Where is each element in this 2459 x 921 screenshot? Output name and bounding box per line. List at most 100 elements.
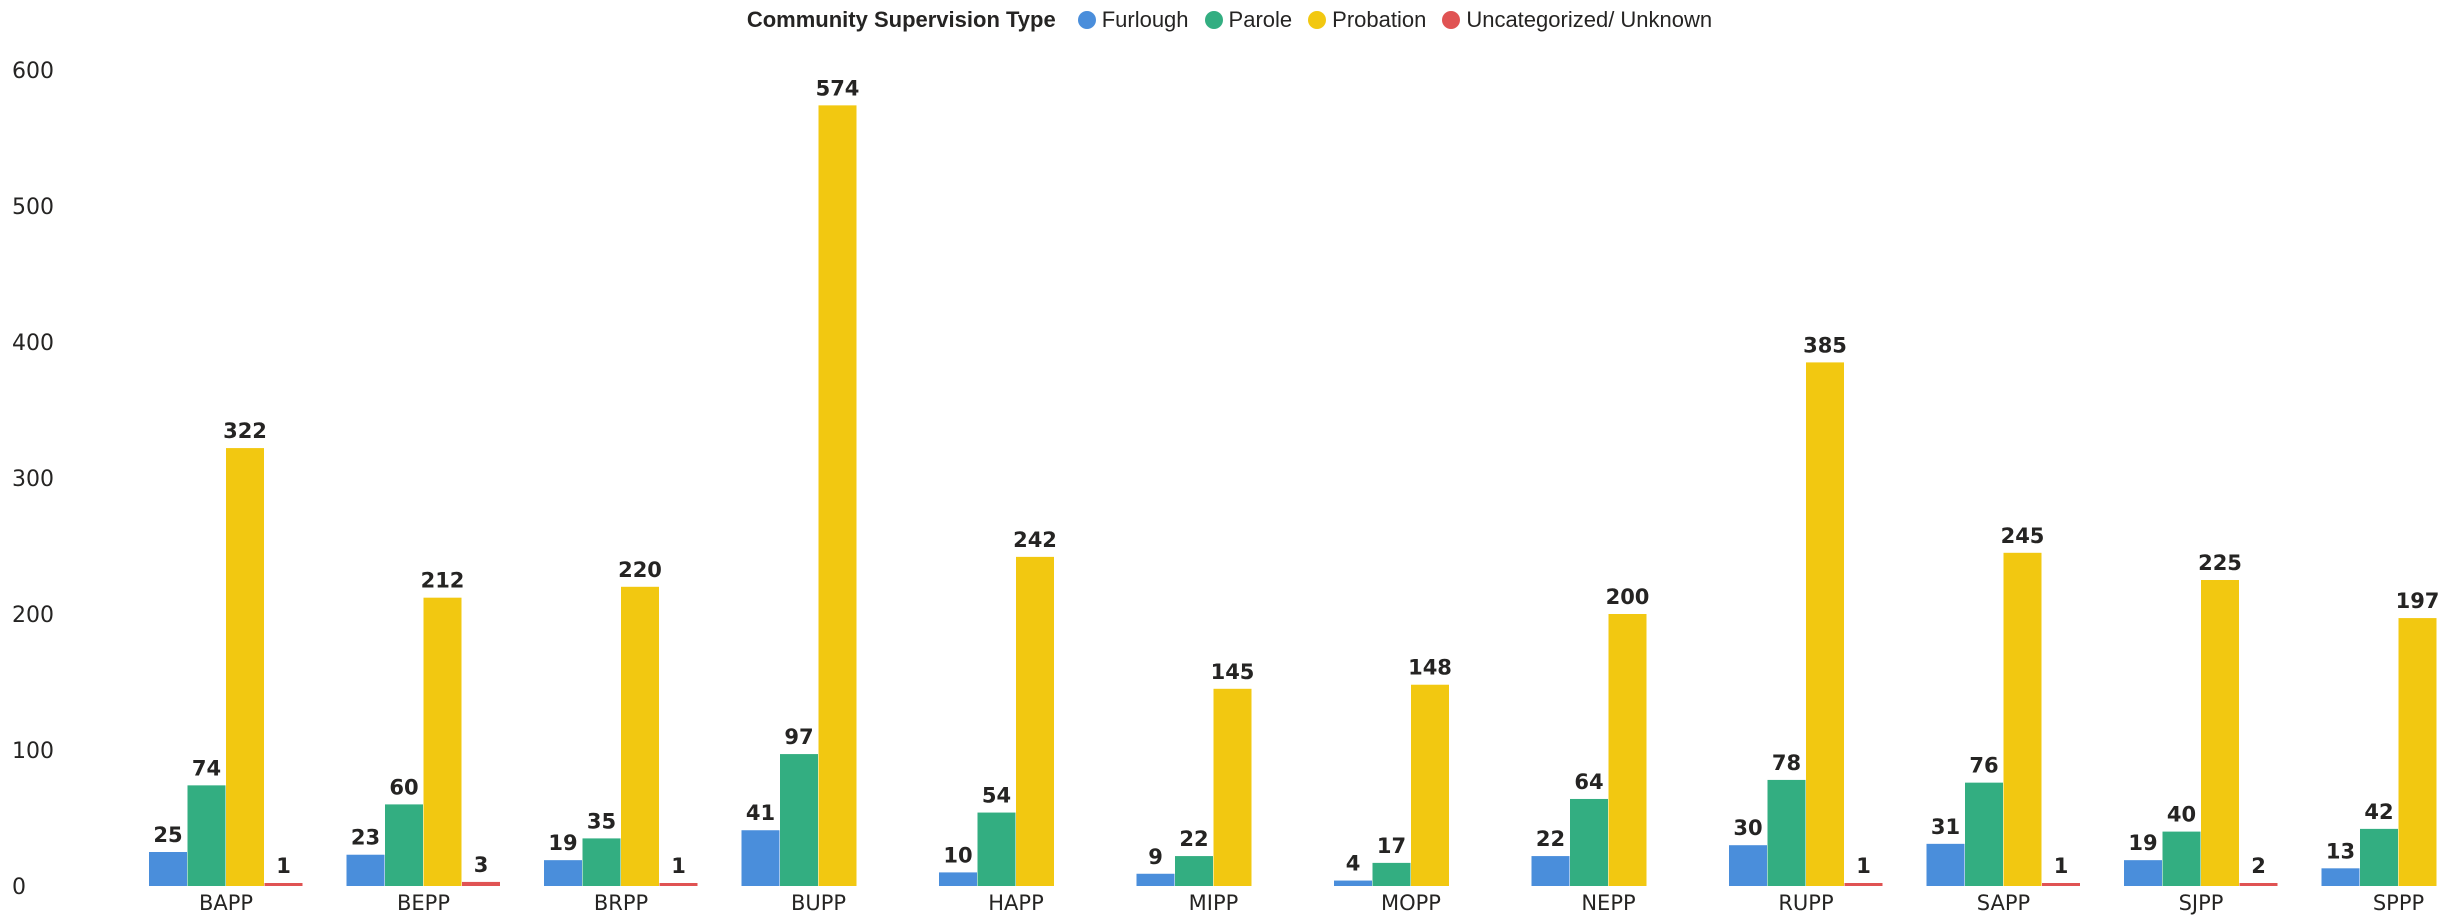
bar-HAPP-1 bbox=[977, 812, 1016, 886]
legend-swatch-2 bbox=[1308, 11, 1327, 29]
data-label-SPPP-0: 13 bbox=[2326, 839, 2355, 863]
bar-BEPP-1 bbox=[385, 804, 423, 886]
bar-HAPP-2 bbox=[1016, 556, 1054, 886]
bar-BEPP-0 bbox=[346, 854, 385, 886]
bar-BRPP-2 bbox=[621, 586, 659, 886]
data-label-SJPP-0: 19 bbox=[2128, 831, 2157, 855]
data-label-MIPP-0: 9 bbox=[1148, 845, 1163, 869]
data-label-MOPP-1: 17 bbox=[1377, 834, 1406, 858]
bar-SPPP-0 bbox=[2321, 868, 2360, 886]
bar-BEPP-3 bbox=[462, 881, 500, 886]
bar-SAPP-0 bbox=[1926, 843, 1965, 886]
bar-SJPP-0 bbox=[2124, 860, 2162, 886]
x-tick-label-0: BAPP bbox=[199, 891, 253, 915]
bar-BAPP-1 bbox=[187, 785, 226, 886]
bar-SAPP-1 bbox=[1965, 782, 2003, 886]
data-label-SAPP-2: 245 bbox=[2001, 524, 2045, 548]
data-label-RUPP-2: 385 bbox=[1803, 333, 1847, 357]
bar-MIPP-2 bbox=[1213, 688, 1252, 886]
legend-swatch-0 bbox=[1077, 11, 1096, 29]
bar-SJPP-3 bbox=[2239, 883, 2278, 886]
bar-RUPP-3 bbox=[1844, 883, 1883, 886]
data-label-BEPP-1: 60 bbox=[389, 775, 418, 799]
bar-MIPP-1 bbox=[1175, 856, 1213, 886]
bar-BUPP-0 bbox=[741, 830, 780, 886]
data-label-SAPP-3: 1 bbox=[2054, 854, 2069, 878]
data-label-MIPP-2: 145 bbox=[1211, 660, 1255, 684]
data-label-RUPP-1: 78 bbox=[1772, 751, 1801, 775]
data-label-HAPP-2: 242 bbox=[1013, 528, 1057, 552]
bar-MIPP-0 bbox=[1136, 873, 1175, 886]
legend-swatch-3 bbox=[1442, 11, 1461, 29]
bar-SAPP-3 bbox=[2042, 883, 2080, 886]
bar-BRPP-3 bbox=[659, 883, 698, 886]
data-label-HAPP-1: 54 bbox=[982, 784, 1011, 808]
legend-item-1[interactable]: Parole bbox=[1204, 7, 1292, 33]
bar-BAPP-0 bbox=[149, 852, 187, 886]
y-tick-label-6: 600 bbox=[12, 59, 54, 84]
data-label-BEPP-2: 212 bbox=[421, 569, 465, 593]
y-tick-label-5: 500 bbox=[12, 195, 54, 220]
bar-SJPP-1 bbox=[2162, 831, 2201, 886]
bar-MOPP-0 bbox=[1334, 880, 1372, 886]
legend-item-3[interactable]: Uncategorized/ Unknown bbox=[1442, 7, 1712, 33]
bar-RUPP-2 bbox=[1806, 362, 1844, 886]
bar-SAPP-2 bbox=[2003, 552, 2042, 886]
legend-label-0: Furlough bbox=[1101, 7, 1189, 32]
bar-SJPP-2 bbox=[2201, 580, 2239, 886]
legend-label-3: Uncategorized/ Unknown bbox=[1466, 7, 1713, 32]
data-label-RUPP-3: 1 bbox=[1856, 854, 1871, 878]
x-tick-label-9: SAPP bbox=[1977, 891, 2030, 915]
bar-NEPP-0 bbox=[1531, 856, 1570, 886]
data-label-SPPP-2: 197 bbox=[2396, 589, 2440, 613]
bar-RUPP-1 bbox=[1767, 779, 1806, 886]
data-label-SAPP-0: 31 bbox=[1931, 815, 1960, 839]
data-label-BRPP-1: 35 bbox=[587, 809, 616, 833]
x-tick-label-2: BRPP bbox=[594, 891, 648, 915]
data-label-SJPP-3: 2 bbox=[2251, 854, 2266, 878]
data-label-BUPP-1: 97 bbox=[784, 725, 813, 749]
y-tick-label-0: 0 bbox=[12, 875, 26, 900]
x-tick-label-4: HAPP bbox=[988, 891, 1043, 915]
y-tick-label-3: 300 bbox=[12, 467, 54, 492]
data-label-HAPP-0: 10 bbox=[943, 843, 972, 867]
bar-RUPP-0 bbox=[1729, 845, 1767, 886]
data-label-BAPP-0: 25 bbox=[153, 823, 182, 847]
data-label-BAPP-1: 74 bbox=[192, 756, 221, 780]
legend-item-2[interactable]: Probation bbox=[1308, 7, 1426, 33]
legend-swatch-1 bbox=[1204, 11, 1223, 29]
data-label-BUPP-2: 574 bbox=[816, 76, 860, 100]
data-label-SJPP-2: 225 bbox=[2198, 551, 2242, 575]
legend-title: Community Supervision Type bbox=[746, 7, 1056, 32]
bar-SPPP-1 bbox=[2360, 828, 2398, 886]
legend-item-0[interactable]: Furlough bbox=[1077, 7, 1189, 33]
data-label-MOPP-2: 148 bbox=[1408, 656, 1452, 680]
x-tick-label-5: MIPP bbox=[1189, 891, 1239, 915]
data-label-BRPP-0: 19 bbox=[548, 831, 577, 855]
bar-BRPP-0 bbox=[544, 860, 582, 886]
legend: Community Supervision Type Furlough Parol… bbox=[0, 4, 2459, 36]
bar-BRPP-1 bbox=[582, 838, 621, 886]
data-label-BAPP-2: 322 bbox=[223, 419, 267, 443]
y-tick-label-4: 400 bbox=[12, 331, 54, 356]
bar-BAPP-3 bbox=[264, 883, 303, 886]
y-tick-label-2: 200 bbox=[12, 603, 54, 628]
data-label-NEPP-2: 200 bbox=[1606, 585, 1650, 609]
x-tick-label-8: RUPP bbox=[1778, 891, 1833, 915]
data-label-NEPP-0: 22 bbox=[1536, 827, 1565, 851]
data-label-NEPP-1: 64 bbox=[1574, 770, 1603, 794]
bar-SPPP-2 bbox=[2398, 618, 2437, 886]
data-label-SAPP-1: 76 bbox=[1969, 754, 1998, 778]
x-tick-label-1: BEPP bbox=[397, 891, 450, 915]
x-tick-label-6: MOPP bbox=[1381, 891, 1441, 915]
data-label-BEPP-0: 23 bbox=[351, 826, 380, 850]
x-tick-label-11: SPPP bbox=[2373, 891, 2424, 915]
data-label-BUPP-0: 41 bbox=[746, 801, 775, 825]
data-label-MOPP-0: 4 bbox=[1346, 852, 1361, 876]
data-label-BRPP-2: 220 bbox=[618, 558, 662, 582]
bar-BUPP-2 bbox=[818, 105, 857, 887]
bar-MOPP-1 bbox=[1372, 862, 1411, 886]
bar-BAPP-2 bbox=[226, 448, 264, 886]
